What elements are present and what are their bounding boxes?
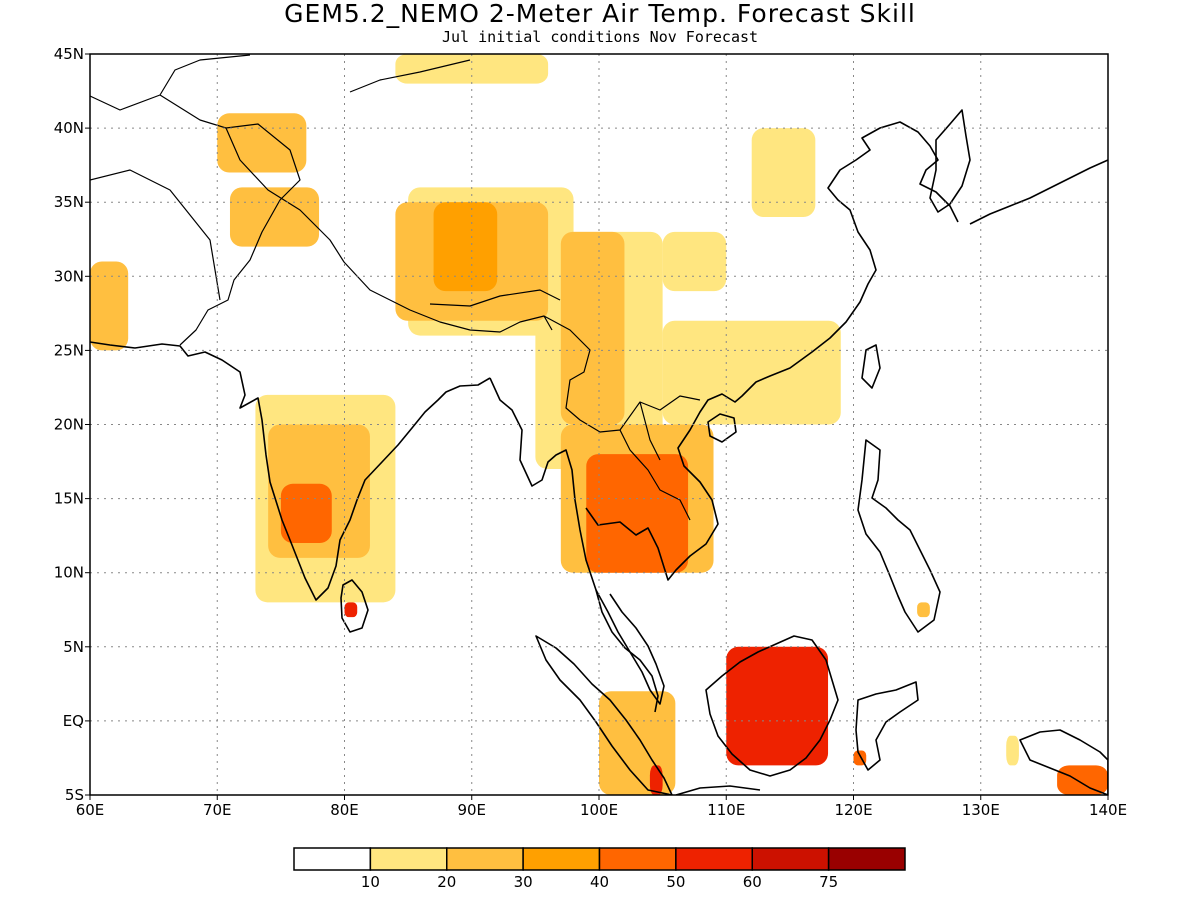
colorbar-swatch [675,847,753,871]
lon-tick-label: 140E [1089,801,1127,819]
coastline-india [90,341,491,601]
coastline-sumatra [535,635,673,795]
skill-region-7 [1006,735,1019,766]
coastline-new-guinea [1019,729,1108,795]
border-lines [90,54,701,521]
colorbar-swatch [598,847,677,871]
coastline-japan [969,159,1108,225]
lon-tick-label: 60E [76,801,105,819]
lat-tick-label: 25N [54,341,84,359]
skill-region-19 [586,454,689,573]
skill-region-10 [229,187,320,247]
lon-tick-label: 100E [580,801,618,819]
skill-region-9 [217,113,307,173]
chart-subtitle: Jul initial conditions Nov Forecast [441,28,759,46]
coastline-sulawesi [855,681,919,771]
lon-tick-label: 80E [330,801,359,819]
colorbar-label: 20 [437,873,456,891]
colorbar-swatch [446,847,524,871]
colorbar: 10 20 30 40 50 60 75 [293,847,906,891]
skill-region-21 [1057,765,1108,795]
lat-tick-label: 5S [65,786,84,804]
skill-region-3 [662,231,727,292]
skill-region-11 [90,261,129,351]
colorbar-label: 60 [743,873,762,891]
grid-layer [90,54,1108,795]
colorbar-label: 30 [514,873,533,891]
coastline-indochina [585,121,959,581]
lat-tick-label: 10N [54,564,84,582]
lat-tick-label: 5N [63,638,84,656]
lat-tick-label: 40N [54,119,84,137]
coastline-korea [929,109,971,213]
colorbar-swatch [369,847,448,871]
lat-tick-label: 20N [54,416,84,434]
skill-region-17 [433,202,498,292]
chart-title: GEM5.2_NEMO 2-Meter Air Temp. Forecast S… [284,0,916,28]
skill-fill-layer [90,54,1108,795]
skill-region-24 [649,765,663,795]
lat-tick-label: 45N [54,45,84,63]
coastline-malay [595,589,665,705]
coastline-layer [90,54,1108,795]
lat-tick-label: EQ [63,712,84,730]
lon-tick-label: 120E [834,801,872,819]
lat-tick-label: 30N [54,267,84,285]
coastline-hainan [707,413,737,443]
lat-tick-label: 35N [54,193,84,211]
lon-tick-label: 90E [457,801,486,819]
colorbar-label: 50 [666,873,685,891]
coastline-myanmar [489,377,659,713]
lat-tick-label: 15N [54,490,84,508]
coastline-taiwan [861,344,881,389]
skill-region-12 [560,231,625,425]
skill-region-23 [726,646,829,766]
colorbar-swatch [522,847,601,871]
skill-region-22 [344,602,358,618]
lon-tick-label: 110E [707,801,745,819]
colorbar-label: 40 [590,873,609,891]
lon-tick-label: 130E [962,801,1000,819]
skill-region-16 [917,602,930,618]
colorbar-swatch [827,847,906,871]
skill-region-5 [751,128,816,218]
coastline-philippines [857,439,941,633]
coastline-borneo [705,635,839,777]
coastline-java [675,785,761,795]
skill-region-4 [662,320,841,425]
colorbar-swatch [293,847,372,871]
colorbar-label: 10 [361,873,380,891]
colorbar-label: 75 [819,873,838,891]
coastline-sri-lanka [340,579,369,633]
tick-layer: 60E 70E 80E 90E 100E 110E 120E 130E 140E 45N 40N 35… [54,45,1127,819]
lon-tick-label: 70E [203,801,232,819]
colorbar-swatch [751,847,830,871]
